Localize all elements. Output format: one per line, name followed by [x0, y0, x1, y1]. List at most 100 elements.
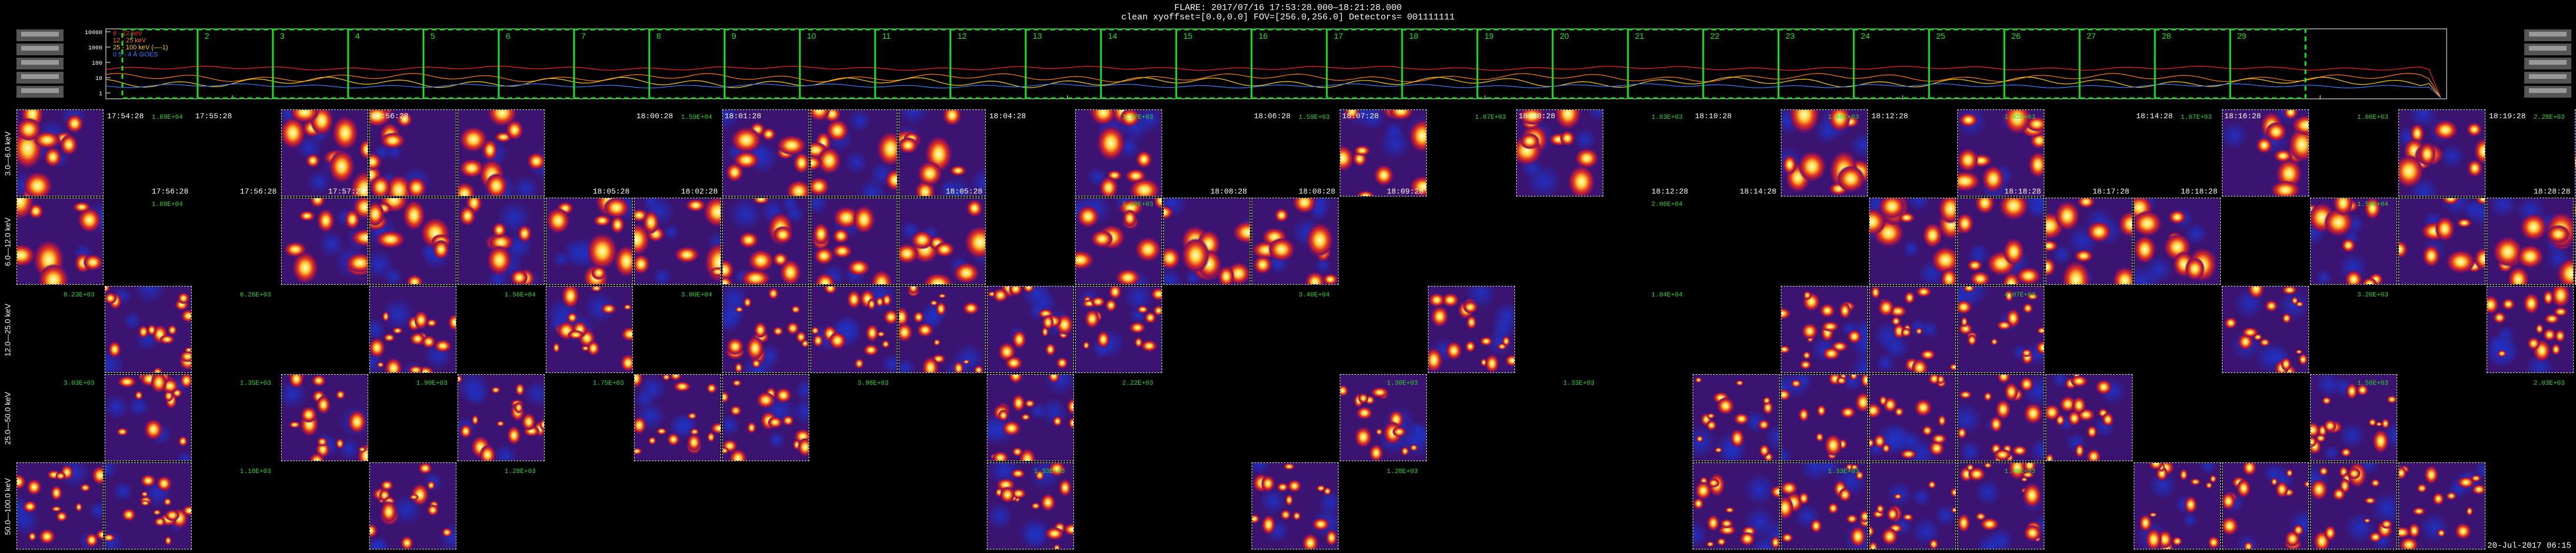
map-source — [2396, 467, 2407, 479]
tile-max-label: 3.00E+04 — [681, 292, 712, 299]
map-source — [442, 528, 452, 537]
map-image — [1076, 98, 1163, 202]
interval-box — [949, 28, 1027, 99]
map-source — [2265, 122, 2287, 142]
map-source — [403, 200, 425, 231]
tile-max-label: 1.56E+04 — [505, 292, 536, 299]
map-source — [648, 437, 656, 445]
map-source — [739, 232, 759, 248]
tile-max-label: 2.06E+04 — [1651, 201, 1683, 208]
detector-strip-band — [21, 74, 59, 79]
map-source — [2004, 102, 2031, 134]
map-image — [364, 188, 456, 289]
map-source — [735, 307, 743, 312]
map-source — [882, 294, 892, 307]
map-source — [1306, 223, 1333, 257]
map-minimum — [2184, 222, 2208, 245]
map-tile — [2036, 195, 2143, 298]
map-source — [2210, 475, 2217, 483]
map-source — [1274, 208, 1289, 222]
map-source — [1959, 113, 1978, 127]
map-source — [936, 302, 946, 316]
map-source — [998, 409, 1009, 421]
map-source — [1136, 151, 1152, 168]
map-source — [2333, 488, 2345, 501]
map-source — [2435, 216, 2455, 241]
map-source — [1144, 312, 1156, 324]
map-source — [2341, 238, 2355, 252]
map-image — [2394, 99, 2493, 207]
map-image — [1154, 188, 1262, 294]
interval-number: 16 — [1259, 31, 1268, 41]
map-source — [2424, 465, 2438, 484]
map-source — [1021, 414, 1030, 421]
map-source — [2381, 418, 2390, 429]
tile-max-label: 1.69E+04 — [152, 114, 183, 121]
tile-time-label: 18:02:28 — [681, 187, 718, 196]
map-source — [2387, 395, 2397, 404]
map-source — [381, 132, 405, 149]
map-source — [775, 388, 792, 403]
map-source — [1323, 274, 1338, 285]
map-minimum — [1974, 479, 2001, 506]
map-source — [1045, 527, 1064, 540]
ytick-label: 100 — [92, 61, 102, 67]
map-image — [453, 371, 551, 468]
map-source — [1134, 337, 1143, 348]
map-source — [2028, 152, 2047, 178]
map-tile — [1682, 462, 1794, 553]
map-source — [2260, 338, 2270, 347]
map-tile — [1075, 282, 1166, 373]
map-source — [688, 412, 697, 419]
map-source — [735, 362, 743, 373]
tile-time-label: 18:08:28 — [1519, 112, 1556, 121]
map-source — [1012, 330, 1026, 349]
interval-number: 22 — [1710, 31, 1720, 41]
tile-time-label: 18:08:28 — [1299, 187, 1336, 196]
map-minimum — [1911, 517, 1941, 546]
map-source — [1968, 467, 1986, 481]
legend-entry: 0.5 - 4 Å GOES — [113, 51, 158, 58]
interval-box — [1702, 28, 1780, 99]
map-source — [847, 259, 870, 276]
tile-max-label: 1.60E+03 — [1828, 114, 1859, 121]
map-source — [1878, 194, 1906, 219]
map-source — [2184, 496, 2197, 514]
map-minimum — [553, 251, 569, 268]
map-source — [1894, 407, 1904, 417]
map-source — [370, 175, 391, 199]
map-tile — [2305, 371, 2409, 461]
map-tile — [1252, 190, 1339, 292]
map-source — [2547, 225, 2570, 244]
map-minimum — [562, 238, 592, 268]
map-image — [2393, 459, 2495, 552]
map-source — [2023, 303, 2033, 314]
tile-time-label: 17:57:28 — [328, 187, 365, 196]
map-source — [1984, 392, 1992, 401]
tile-time-label: 18:28:28 — [2534, 187, 2571, 196]
map-source — [1839, 302, 1851, 319]
lightcurve-series — [105, 83, 2441, 98]
map-tile — [987, 276, 1074, 373]
map-minimum — [1486, 329, 1513, 356]
map-source — [1771, 536, 1780, 549]
map-source — [1218, 266, 1234, 287]
map-source — [1463, 301, 1478, 314]
map-image — [1332, 93, 1437, 201]
map-image — [986, 453, 1081, 551]
map-source — [1740, 532, 1755, 546]
interval-box — [723, 28, 801, 99]
tile-time-label: 17:54:28 — [107, 112, 144, 121]
map-source — [2543, 328, 2556, 341]
map-tile — [715, 284, 809, 387]
map-source — [1520, 133, 1540, 149]
map-minimum — [635, 389, 655, 409]
map-source — [2243, 459, 2257, 476]
map-source — [1099, 176, 1118, 199]
interval-number: 7 — [581, 31, 586, 41]
map-source — [336, 438, 344, 449]
map-source — [2074, 249, 2093, 262]
map-source — [867, 298, 876, 310]
map-source — [1961, 317, 1968, 327]
map-source — [1878, 299, 1894, 317]
